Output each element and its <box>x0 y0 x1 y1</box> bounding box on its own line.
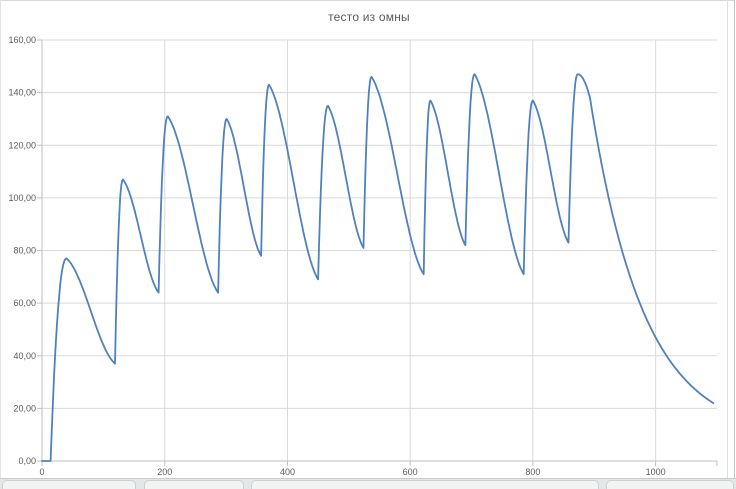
y-tick-label: 60,00 <box>13 298 36 308</box>
y-tick-label: 0,00 <box>18 456 36 466</box>
background-window-tab[interactable] <box>144 480 244 489</box>
chart-plot-area: 0,00 20,00 40,00 60,00 80,00 100,00 120,00 140,… <box>8 35 718 477</box>
background-window-tab[interactable] <box>606 480 734 489</box>
y-tick-label: 20,00 <box>13 403 36 413</box>
y-tick-label: 40,00 <box>13 351 36 361</box>
x-tick-label: 800 <box>525 467 540 477</box>
y-tick-label: 100,00 <box>8 193 36 203</box>
x-tick-label: 400 <box>280 467 295 477</box>
background-window-tab[interactable] <box>2 480 136 489</box>
x-tick-label: 1000 <box>646 467 666 477</box>
series-line[interactable] <box>41 73 715 462</box>
window-right-border <box>734 0 735 478</box>
x-tick-label: 600 <box>403 467 418 477</box>
y-tick-label: 120,00 <box>8 140 36 150</box>
y-tick-label: 140,00 <box>8 88 36 98</box>
excel-chart-object[interactable]: тесто из омны 0,00 20,00 40,00 60,00 80,00 10… <box>0 0 735 478</box>
y-tick-label: 160,00 <box>8 35 36 45</box>
x-tick-label: 0 <box>39 467 44 477</box>
background-window-tab[interactable] <box>251 480 599 489</box>
chart-right-inner-border <box>727 0 728 478</box>
x-tick-label: 200 <box>157 467 172 477</box>
background-tabs-strip <box>0 479 736 489</box>
chart-bottom-border <box>0 478 736 479</box>
chart-title: тесто из омны <box>328 10 410 24</box>
y-tick-label: 80,00 <box>13 246 36 256</box>
